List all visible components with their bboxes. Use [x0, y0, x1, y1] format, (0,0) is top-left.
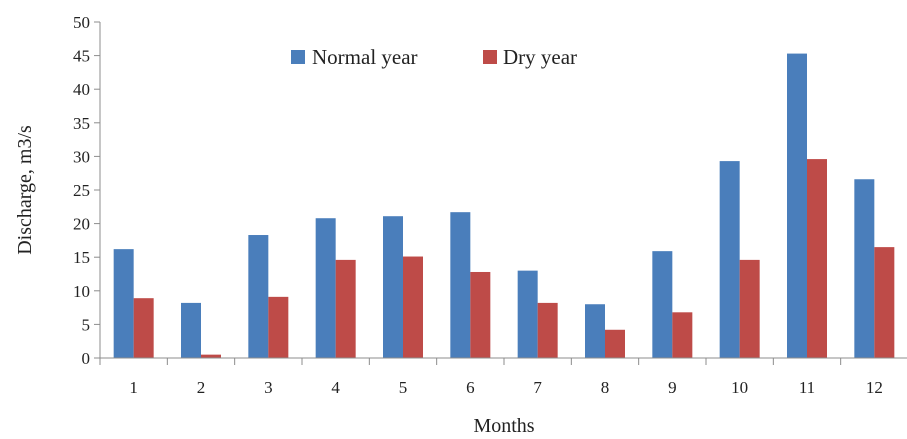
y-tick-label: 15 [73, 248, 90, 267]
bar-normal-year-month-6 [450, 212, 471, 358]
y-tick-label: 35 [73, 114, 90, 133]
y-tick-label: 30 [73, 147, 90, 166]
bar-normal-year-month-7 [517, 270, 538, 358]
x-tick-label: 9 [668, 378, 677, 397]
legend-swatch-normal-year [291, 50, 305, 64]
bar-normal-year-month-10 [719, 161, 740, 358]
axes-group [99, 22, 907, 359]
bar-dry-year-month-1 [133, 298, 154, 358]
bar-normal-year-month-4 [315, 218, 336, 358]
bar-dry-year-month-7 [537, 302, 558, 358]
bar-dry-year-month-4 [335, 259, 356, 358]
y-ticks-group: 0 5 10 15 20 25 30 35 40 45 50 [73, 13, 100, 368]
y-tick-label: 50 [73, 13, 90, 32]
y-tick-label: 45 [73, 47, 90, 66]
bar-normal-year-month-2 [181, 302, 201, 358]
legend-label-normal-year: Normal year [312, 45, 418, 69]
bar-normal-year-month-9 [652, 251, 673, 358]
bar-normal-year-month-11 [787, 53, 807, 359]
x-tick-label: 11 [799, 378, 815, 397]
bar-normal-year-month-5 [383, 216, 403, 358]
x-tick-label: 12 [866, 378, 883, 397]
bar-dry-year-month-3 [268, 296, 289, 358]
x-tick-label: 4 [331, 378, 340, 397]
y-tick-label: 0 [82, 349, 91, 368]
x-ticks-group: 1 2 3 4 5 6 7 8 9 10 11 12 [99, 358, 883, 397]
legend-label-dry-year: Dry year [503, 45, 577, 69]
bar-dry-year-month-5 [403, 256, 423, 358]
x-axis-title: Months [473, 415, 534, 437]
x-tick-label: 10 [731, 378, 748, 397]
bar-dry-year-month-11 [807, 159, 827, 358]
y-tick-label: 10 [73, 282, 90, 301]
x-tick-label: 3 [264, 378, 273, 397]
bar-normal-year-month-1 [113, 249, 134, 358]
y-tick-label: 40 [73, 80, 90, 99]
y-tick-label: 20 [73, 215, 90, 234]
x-tick-label: 5 [399, 378, 408, 397]
bar-dry-year-month-9 [672, 312, 693, 358]
bar-normal-year-month-8 [585, 304, 605, 358]
y-axis-title: Discharge, m3/s [14, 125, 36, 255]
x-tick-label: 2 [197, 378, 206, 397]
x-tick-label: 8 [601, 378, 610, 397]
bars-group [113, 53, 895, 359]
x-tick-label: 7 [533, 378, 542, 397]
x-tick-label: 6 [466, 378, 475, 397]
bar-dry-year-month-6 [470, 271, 491, 358]
bar-dry-year-month-10 [739, 259, 760, 358]
legend-swatch-dry-year [483, 50, 497, 64]
bar-dry-year-month-12 [874, 247, 895, 358]
bar-normal-year-month-3 [248, 235, 269, 358]
y-tick-label: 5 [82, 315, 91, 334]
bar-dry-year-month-2 [201, 354, 221, 358]
x-tick-label: 1 [129, 378, 138, 397]
bar-normal-year-month-12 [854, 179, 875, 358]
legend: Normal year Dry year [291, 45, 577, 69]
y-tick-label: 25 [73, 181, 90, 200]
bar-dry-year-month-8 [605, 329, 625, 358]
